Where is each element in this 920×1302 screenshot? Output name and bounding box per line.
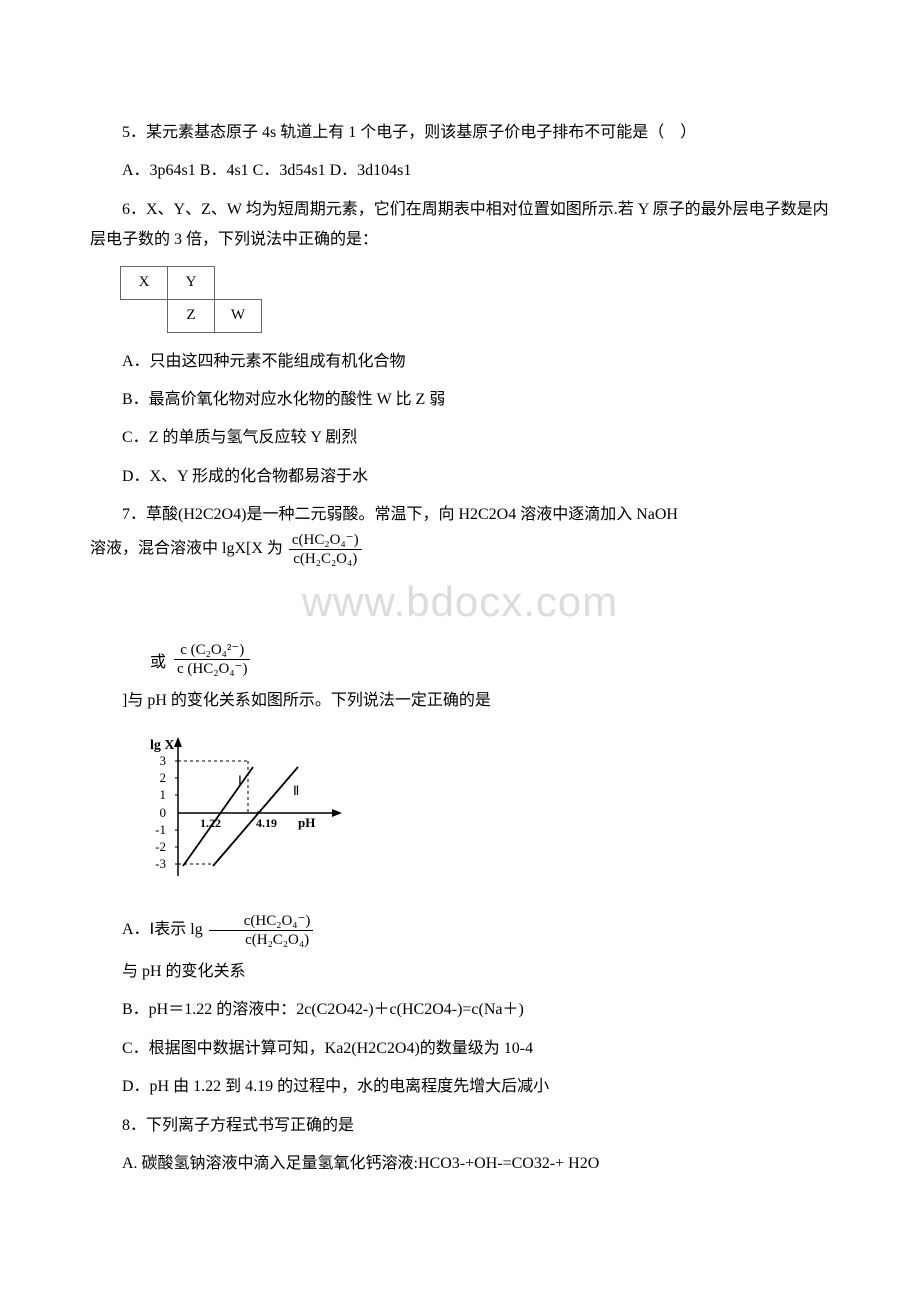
cell-x: X bbox=[121, 266, 168, 299]
line2-label: Ⅱ bbox=[293, 783, 299, 798]
q5-options: A．3p64s1 B．4s1 C．3d54s1 D．3d104s1 bbox=[90, 156, 830, 186]
q7-option-d: D．pH 由 1.22 到 4.19 的过程中，水的电离程度先增大后减小 bbox=[90, 1072, 830, 1102]
q6-option-d: D．X、Y 形成的化合物都易溶于水 bbox=[90, 462, 830, 492]
x-axis-label: pH bbox=[298, 815, 315, 830]
ytick-n2: -2 bbox=[155, 839, 166, 854]
xtick-2: 4.19 bbox=[256, 816, 277, 830]
q6-option-a: A．只由这四种元素不能组成有机化合物 bbox=[90, 347, 830, 377]
q7-frac2-den: c (HC₂O₄⁻) bbox=[174, 660, 250, 678]
q7-option-b: B．pH＝1.22 的溶液中：2c(C2O42-)＋c(HC2O4-)=c(Na… bbox=[90, 995, 830, 1025]
cell-empty bbox=[121, 299, 168, 332]
q6-periodic-table: X Y Z W bbox=[120, 266, 262, 333]
q7-option-a-line: A．Ⅰ表示 lg c(HC₂O₄⁻) c(H₂C₂O₄) bbox=[90, 912, 830, 949]
ytick-3: 3 bbox=[160, 753, 167, 768]
q7-text-c: ]与 pH 的变化关系如图所示。下列说法一定正确的是 bbox=[90, 686, 830, 716]
q7-frac2-block: 或 c (C₂O₄²⁻) c (HC₂O₄⁻) bbox=[150, 641, 830, 678]
q7-option-a-suffix: 与 pH 的变化关系 bbox=[90, 957, 830, 987]
q6-option-c: C．Z 的单质与氢气反应较 Y 剧烈 bbox=[90, 423, 830, 453]
y-axis-arrow bbox=[174, 737, 182, 747]
cell-z: Z bbox=[168, 299, 215, 332]
q8-text: 8．下列离子方程式书写正确的是 bbox=[90, 1111, 830, 1141]
q7-a-frac-den: c(H₂C₂O₄) bbox=[209, 931, 314, 949]
ytick-1: 1 bbox=[160, 787, 167, 802]
q6-text: 6．X、Y、Z、W 均为短周期元素，它们在周期表中相对位置如图所示.若 Y 原子… bbox=[90, 195, 830, 256]
q6-option-b: B．最高价氧化物对应水化物的酸性 W 比 Z 弱 bbox=[90, 385, 830, 415]
q8-option-a: A. 碳酸氢钠溶液中滴入足量氢氧化钙溶液:HCO3-+OH-=CO32-+ H2… bbox=[90, 1149, 830, 1179]
page-content: 5．某元素基态原子 4s 轨道上有 1 个电子，则该基原子价电子排布不可能是（ … bbox=[0, 0, 920, 1247]
q7-text-b: 溶液，混合溶液中 lgX[X 为 bbox=[90, 540, 283, 557]
q7-or: 或 bbox=[150, 648, 166, 678]
line1-label: Ⅰ bbox=[238, 773, 242, 788]
q7-frac2-num: c (C₂O₄²⁻) bbox=[174, 641, 250, 660]
ytick-0: 0 bbox=[160, 805, 167, 820]
watermark: www.bdocx.com bbox=[90, 562, 830, 642]
xtick-1: 1.22 bbox=[200, 816, 221, 830]
q7-chart-svg: lg X 3 2 1 0 -1 -2 -3 Ⅰ Ⅱ 1.22 4.19 pH bbox=[138, 731, 348, 891]
cell-w: W bbox=[215, 299, 262, 332]
q7-chart: lg X 3 2 1 0 -1 -2 -3 Ⅰ Ⅱ 1.22 4.19 pH bbox=[138, 731, 830, 902]
q7-frac1-num: c(HC₂O₄⁻) bbox=[289, 531, 362, 550]
ytick-n1: -1 bbox=[155, 822, 166, 837]
ytick-n3: -3 bbox=[155, 856, 166, 871]
q7-option-a-frac: c(HC₂O₄⁻) c(H₂C₂O₄) bbox=[209, 912, 314, 949]
q7-option-c: C．根据图中数据计算可知，Ka2(H2C2O4)的数量级为 10-4 bbox=[90, 1034, 830, 1064]
q7-frac2: c (C₂O₄²⁻) c (HC₂O₄⁻) bbox=[174, 641, 250, 678]
q7-a-frac-num: c(HC₂O₄⁻) bbox=[209, 912, 314, 931]
q5-text: 5．某元素基态原子 4s 轨道上有 1 个电子，则该基原子价电子排布不可能是（ … bbox=[90, 118, 830, 148]
y-axis-label: lg X bbox=[150, 738, 175, 753]
x-axis-arrow bbox=[332, 809, 342, 817]
ytick-2: 2 bbox=[160, 770, 167, 785]
cell-y: Y bbox=[168, 266, 215, 299]
q7-text-a: 7．草酸(H2C2O4)是一种二元弱酸。常温下，向 H2C2O4 溶液中逐滴加入… bbox=[90, 500, 830, 530]
cell-empty bbox=[215, 266, 262, 299]
q7-option-a-prefix: A．Ⅰ表示 lg bbox=[122, 921, 203, 938]
